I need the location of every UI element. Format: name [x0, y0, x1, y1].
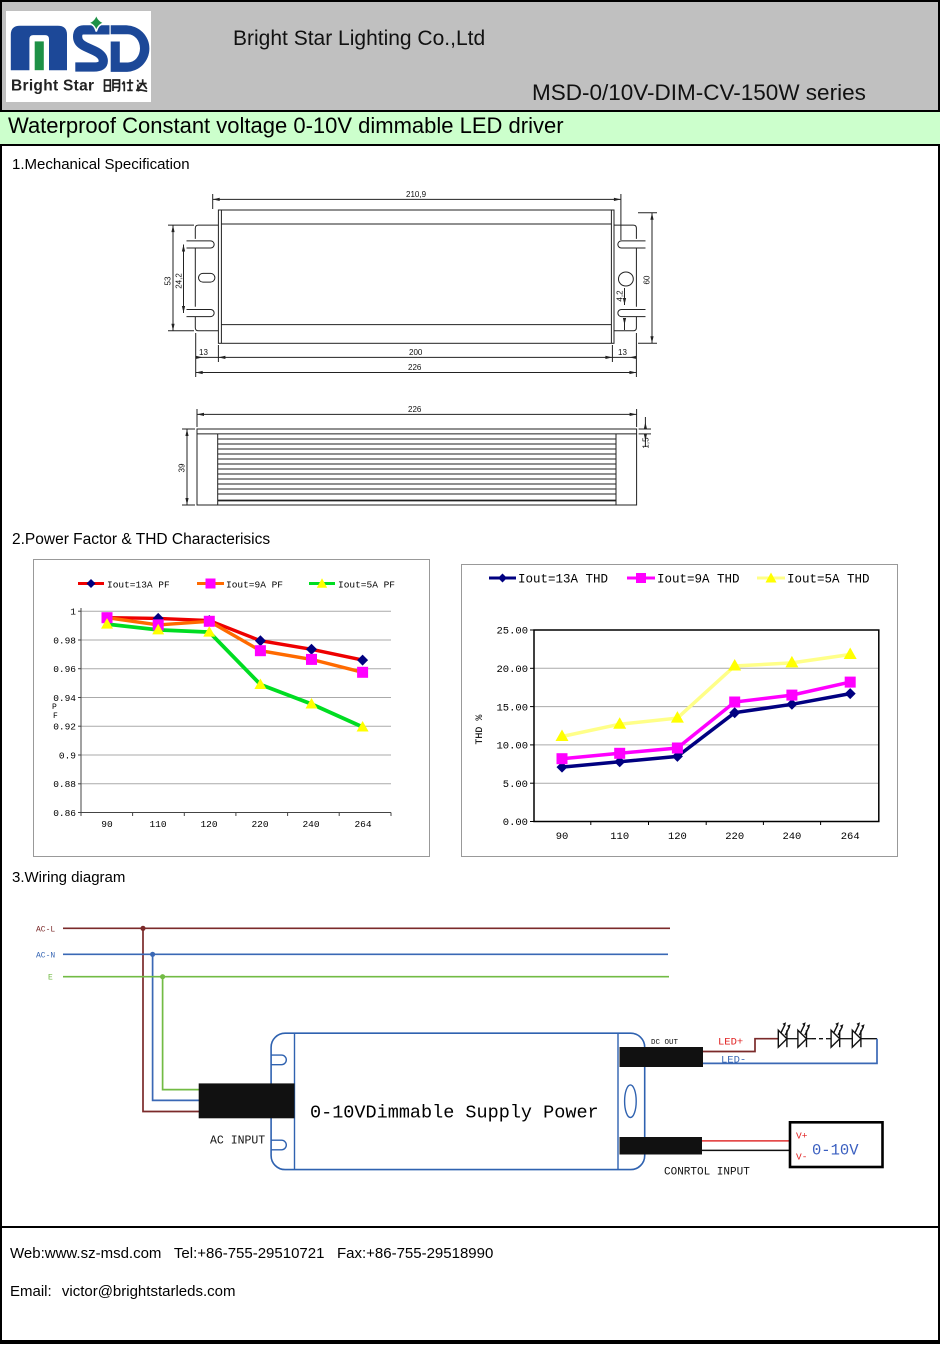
svg-text:90: 90 — [556, 831, 569, 843]
svg-text:LED-: LED- — [721, 1055, 746, 1067]
svg-text:60: 60 — [643, 275, 652, 284]
svg-text:Iout=5A THD: Iout=5A THD — [787, 573, 870, 587]
svg-text:264: 264 — [841, 831, 860, 843]
svg-text:CONRTOL INPUT: CONRTOL INPUT — [664, 1167, 750, 1179]
svg-text:24,2: 24,2 — [175, 273, 184, 289]
svg-text:13: 13 — [618, 348, 627, 357]
svg-text:39: 39 — [178, 463, 187, 472]
svg-text:AC INPUT: AC INPUT — [210, 1135, 265, 1148]
svg-text:0.86: 0.86 — [53, 808, 76, 819]
svg-text:Iout=9A THD: Iout=9A THD — [657, 573, 740, 587]
svg-text:110: 110 — [610, 831, 629, 843]
svg-text:240: 240 — [782, 831, 801, 843]
svg-text:AC-L: AC-L — [36, 925, 55, 934]
svg-text:V+: V+ — [796, 1131, 808, 1142]
svg-text:264: 264 — [354, 819, 371, 830]
svg-text:0.96: 0.96 — [53, 664, 76, 675]
svg-text:0.00: 0.00 — [503, 817, 528, 829]
svg-text:0.92: 0.92 — [53, 722, 76, 733]
svg-text:5.00: 5.00 — [503, 779, 528, 791]
svg-text:0.98: 0.98 — [53, 635, 76, 646]
svg-text:220: 220 — [725, 831, 744, 843]
svg-text:120: 120 — [668, 831, 687, 843]
svg-text:220: 220 — [251, 819, 268, 830]
svg-text:25.00: 25.00 — [496, 626, 528, 638]
svg-text:1: 1 — [70, 607, 76, 618]
svg-text:Bright Star: Bright Star — [11, 78, 94, 95]
svg-text:0-10VDimmable Supply Power: 0-10VDimmable Supply Power — [310, 1103, 599, 1124]
svg-text:53: 53 — [164, 276, 173, 285]
svg-text:AC-N: AC-N — [36, 951, 55, 960]
svg-text:0.94: 0.94 — [53, 693, 76, 704]
svg-text:V-: V- — [796, 1152, 807, 1163]
svg-text:4,2: 4,2 — [616, 290, 625, 302]
svg-text:110: 110 — [149, 819, 166, 830]
svg-text:0.88: 0.88 — [53, 779, 76, 790]
svg-text:200: 200 — [409, 348, 423, 357]
svg-text:20.00: 20.00 — [496, 664, 528, 676]
svg-text:90: 90 — [101, 819, 113, 830]
svg-text:1,5: 1,5 — [642, 437, 651, 449]
svg-text:226: 226 — [408, 405, 422, 414]
svg-text:0.9: 0.9 — [59, 750, 76, 761]
svg-text:226: 226 — [408, 363, 422, 372]
svg-text:210,9: 210,9 — [406, 190, 427, 199]
svg-text:Iout=13A PF: Iout=13A PF — [107, 580, 170, 591]
svg-text:DC OUT: DC OUT — [651, 1039, 679, 1047]
svg-text:E: E — [48, 974, 53, 983]
svg-text:240: 240 — [302, 819, 319, 830]
svg-text:120: 120 — [200, 819, 217, 830]
svg-text:13: 13 — [199, 348, 208, 357]
svg-text:THD %: THD % — [475, 715, 486, 745]
svg-text:P: P — [52, 703, 57, 712]
svg-text:LED+: LED+ — [718, 1037, 743, 1049]
svg-text:Iout=5A PF: Iout=5A PF — [338, 580, 395, 591]
svg-text:15.00: 15.00 — [496, 702, 528, 714]
svg-text:F: F — [53, 712, 58, 721]
svg-text:Iout=9A PF: Iout=9A PF — [226, 580, 283, 591]
svg-text:10.00: 10.00 — [496, 741, 528, 753]
svg-text:0-10V: 0-10V — [812, 1142, 859, 1160]
svg-text:Iout=13A THD: Iout=13A THD — [518, 573, 608, 587]
